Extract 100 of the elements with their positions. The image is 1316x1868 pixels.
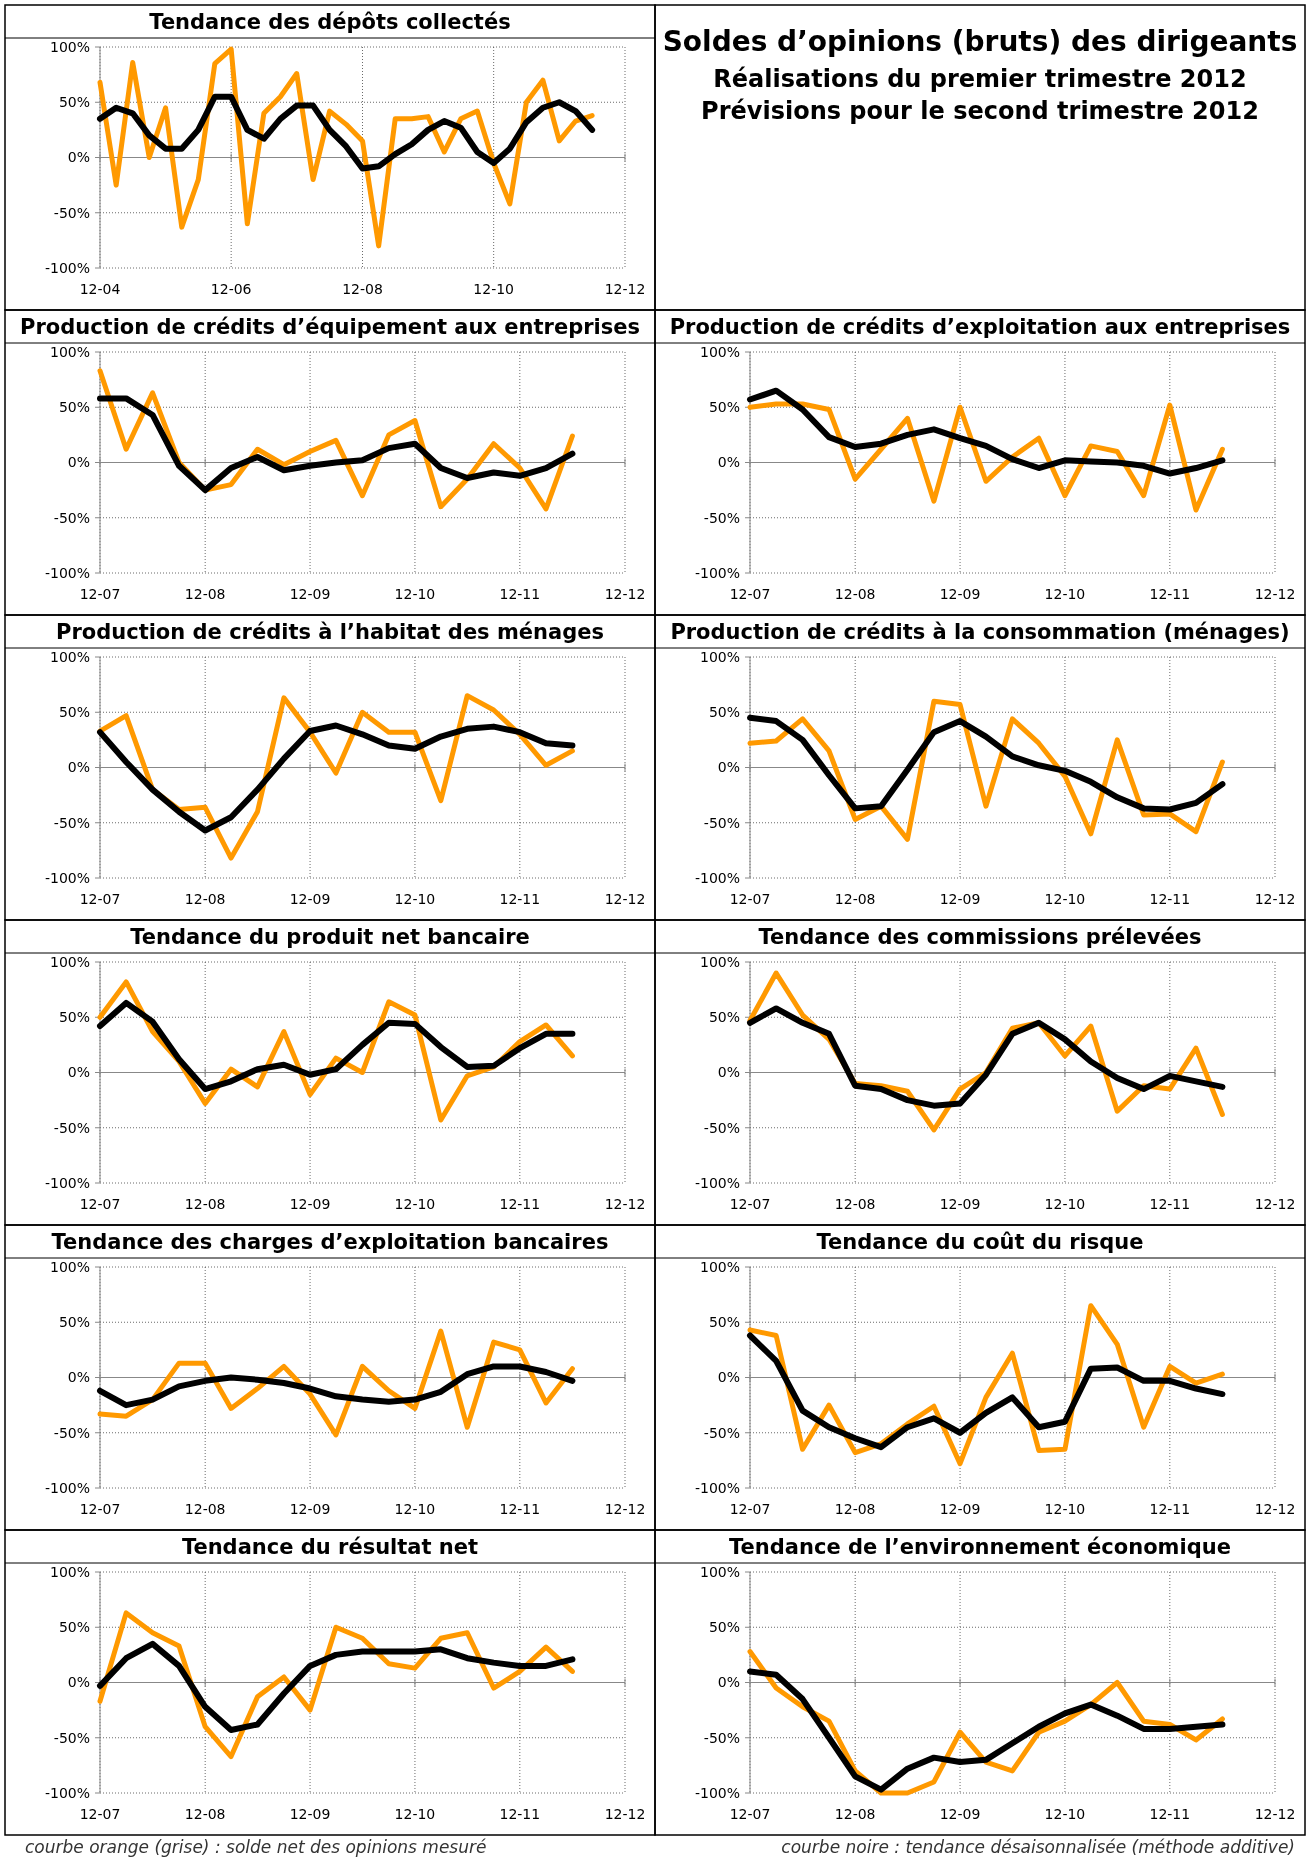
x-tick-label: 12-07 [729,1196,771,1212]
x-tick-label: 12-12 [1254,1806,1296,1822]
x-tick-label: 12-07 [79,891,121,907]
y-tick-label: 50% [708,1314,740,1331]
y-tick-label: 0% [717,759,740,776]
y-tick-label: 100% [49,1258,90,1275]
y-tick-label: 0% [67,1064,90,1081]
text: courbe noire : tendance désaisonnalisée (méthode additive) [781,1837,1295,1857]
x-tick-label: 12-11 [1149,586,1191,602]
y-tick-label: -50% [53,509,90,526]
y-tick-label: -50% [53,1424,90,1441]
y-tick-label: -100% [44,1479,90,1496]
chart-title: Tendance des dépôts collectés [149,10,511,34]
y-tick-label: 50% [58,1314,90,1331]
x-tick-label: 12-08 [834,1196,876,1212]
y-tick-label: -100% [694,869,740,886]
x-tick-label: 12-08 [834,891,876,907]
x-tick-label: 12-11 [499,1501,541,1517]
y-tick-label: 0% [67,454,90,471]
y-tick-label: 100% [49,343,90,360]
x-tick-label: 12-07 [79,1501,121,1517]
x-tick-label: 12-12 [1254,586,1296,602]
x-tick-label: 12-07 [729,891,771,907]
x-tick-label: 12-12 [604,1501,646,1517]
x-tick-label: 12-10 [1044,1806,1086,1822]
y-tick-label: -50% [703,1119,740,1136]
x-tick-label: 12-09 [289,1806,331,1822]
y-tick-label: -50% [53,1119,90,1136]
y-tick-label: 100% [49,38,90,55]
y-tick-label: -100% [694,564,740,581]
y-tick-label: 100% [49,1563,90,1580]
chart-title: Tendance du résultat net [181,1535,479,1559]
y-tick-label: 100% [699,1258,740,1275]
chart-title: Production de crédits à l’habitat des ménages [56,620,604,644]
y-tick-label: -50% [53,1729,90,1746]
x-tick-label: 12-08 [342,281,383,297]
y-tick-label: 50% [58,399,90,416]
chart-title: Production de crédits d’équipement aux entreprises [19,315,641,339]
y-tick-label: 0% [67,149,90,166]
x-tick-label: 12-07 [729,1806,771,1822]
x-tick-label: 12-10 [1044,891,1086,907]
y-tick-label: 0% [717,454,740,471]
y-tick-label: -100% [694,1174,740,1191]
x-tick-label: 12-08 [834,586,876,602]
x-tick-label: 12-10 [394,891,436,907]
y-tick-label: 0% [717,1064,740,1081]
x-tick-label: 12-11 [499,586,541,602]
x-tick-label: 12-12 [604,586,646,602]
y-tick-label: 100% [699,343,740,360]
x-tick-label: 12-10 [473,281,514,297]
x-tick-label: 12-10 [394,586,436,602]
y-tick-label: -50% [703,814,740,831]
y-tick-label: -50% [703,1424,740,1441]
chart-title: Tendance des charges d’exploitation bancaires [51,1230,609,1254]
chart-title: Production de crédits à la consommation (ménages) [670,620,1290,644]
y-tick-label: 100% [699,1563,740,1580]
x-tick-label: 12-09 [289,586,331,602]
x-tick-label: 12-08 [834,1806,876,1822]
x-tick-label: 12-08 [184,1806,226,1822]
x-tick-label: 12-08 [184,1196,226,1212]
x-tick-label: 12-06 [210,281,252,297]
x-tick-label: 12-08 [184,1501,226,1517]
y-tick-label: 50% [58,94,90,111]
x-tick-label: 12-08 [184,586,226,602]
y-tick-label: -100% [694,1479,740,1496]
y-tick-label: 100% [49,648,90,665]
y-tick-label: 50% [58,1619,90,1636]
x-tick-label: 12-12 [604,891,646,907]
y-tick-label: 0% [67,1369,90,1386]
text: courbe orange (grise) : solde net des opinions mesuré [25,1837,487,1857]
y-tick-label: -50% [53,204,90,221]
y-tick-label: 0% [717,1674,740,1691]
y-tick-label: 0% [67,1674,90,1691]
y-tick-label: -50% [53,814,90,831]
y-tick-label: 100% [699,953,740,970]
x-tick-label: 12-07 [729,1501,771,1517]
x-tick-label: 12-07 [79,1806,121,1822]
x-tick-label: 12-09 [939,586,981,602]
x-tick-label: 12-11 [1149,1501,1191,1517]
x-tick-label: 12-10 [1044,1501,1086,1517]
x-tick-label: 12-09 [289,891,331,907]
y-tick-label: 50% [58,704,90,721]
x-tick-label: 12-11 [1149,1806,1191,1822]
y-tick-label: 50% [708,399,740,416]
chart-title: Tendance du coût du risque [816,1230,1144,1254]
x-tick-label: 12-12 [1254,891,1296,907]
y-tick-label: 0% [67,759,90,776]
y-tick-label: 50% [708,1619,740,1636]
x-tick-label: 12-10 [394,1501,436,1517]
y-tick-label: -100% [44,564,90,581]
x-tick-label: 12-04 [79,281,121,297]
x-tick-label: 12-11 [499,1196,541,1212]
x-tick-label: 12-11 [1149,1196,1191,1212]
x-tick-label: 12-11 [1149,891,1191,907]
y-tick-label: -100% [44,1784,90,1801]
y-tick-label: 100% [699,648,740,665]
x-tick-label: 12-09 [289,1196,331,1212]
y-tick-label: 50% [58,1009,90,1026]
y-tick-label: 50% [708,704,740,721]
x-tick-label: 12-09 [289,1501,331,1517]
